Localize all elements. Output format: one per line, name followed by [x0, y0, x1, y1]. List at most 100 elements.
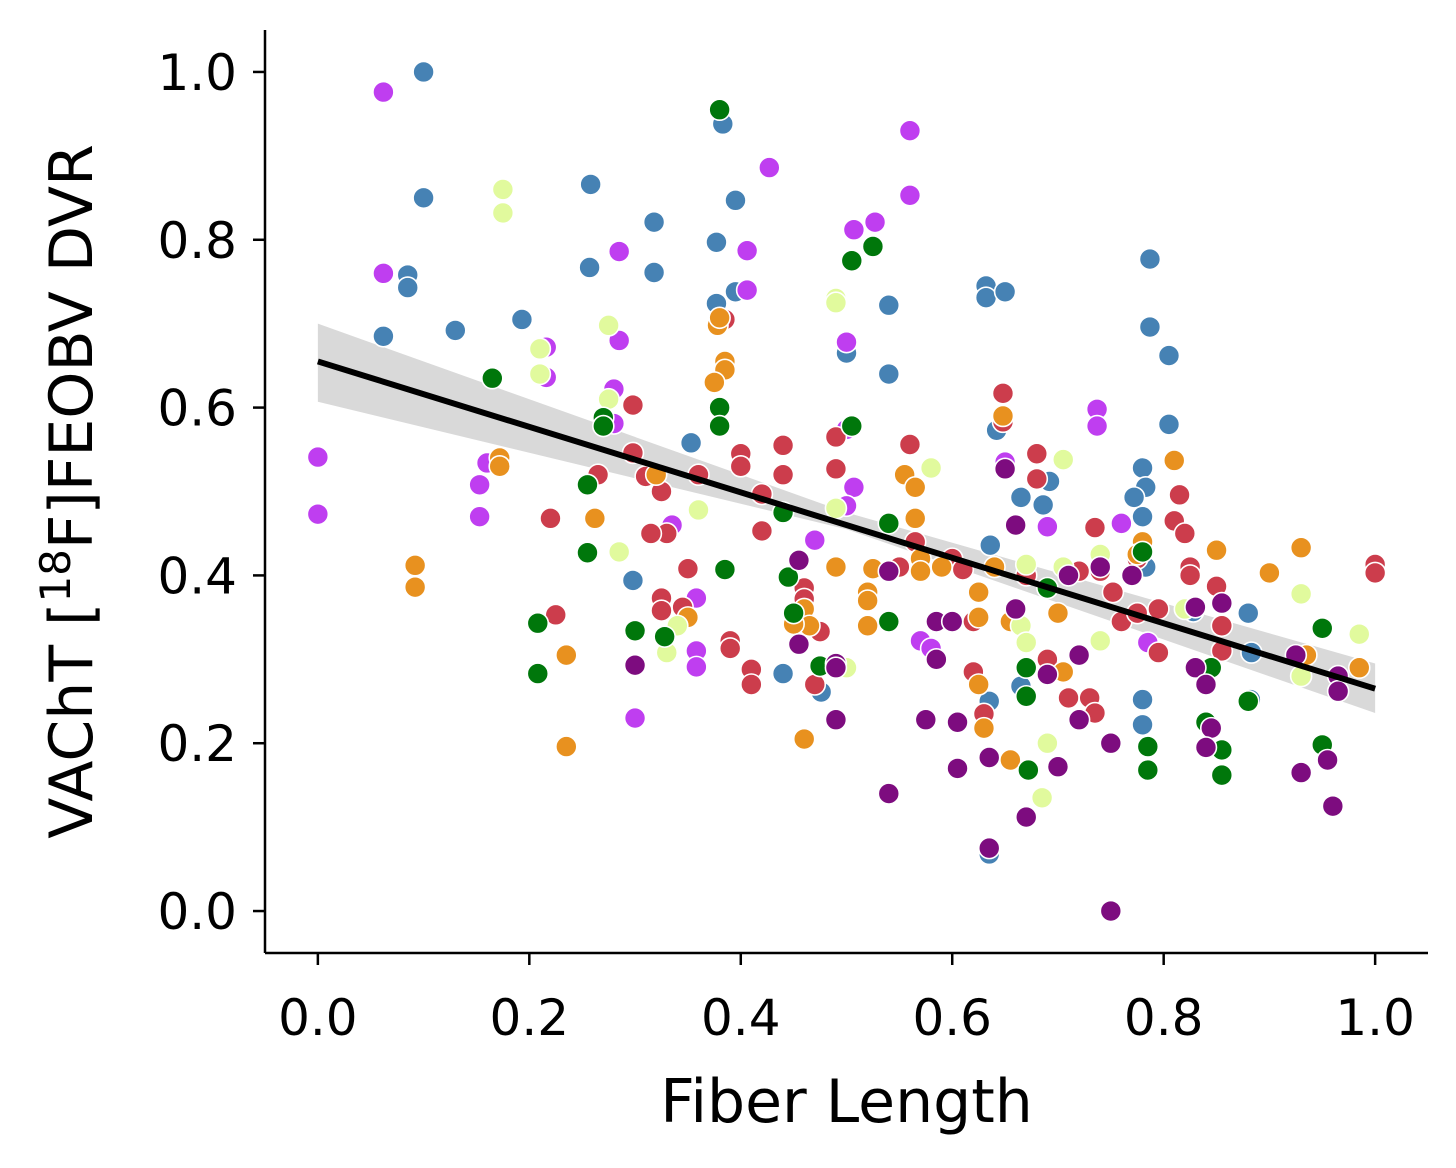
scatter-point	[583, 507, 607, 530]
scatter-point	[914, 708, 938, 732]
scatter-point	[993, 280, 1017, 304]
scatter-point	[1067, 708, 1091, 732]
scatter-point	[372, 324, 395, 348]
y-tick-label: 0.6	[157, 380, 237, 438]
y-axis-title-after: F]FEOBV DVR	[37, 144, 107, 549]
scatter-point	[718, 637, 742, 660]
scatter-point	[919, 456, 943, 480]
scatter-point	[978, 533, 1002, 557]
scatter-point	[1025, 467, 1049, 491]
scatter-point	[1194, 736, 1218, 759]
scatter-point	[1085, 414, 1109, 438]
scatter-point	[623, 706, 647, 730]
scatter-point	[1101, 580, 1125, 604]
scatter-point	[771, 662, 795, 685]
scatter-point	[1136, 758, 1160, 782]
scatter-point	[977, 836, 1001, 860]
scatter-point	[526, 662, 550, 685]
scatter-point	[488, 455, 512, 478]
scatter-point	[1194, 673, 1218, 696]
scatter-point	[898, 119, 922, 142]
scatter-point	[861, 235, 885, 258]
y-axis-title: VAChT [18F]FEOBV DVR	[31, 144, 107, 839]
scatter-point	[877, 362, 901, 386]
scatter-point	[1131, 713, 1154, 737]
scatter-point	[621, 569, 645, 592]
scatter-point	[1289, 582, 1313, 606]
scatter-point	[705, 230, 728, 254]
scatter-point	[1147, 641, 1170, 664]
x-tick-label: 0.8	[1124, 989, 1204, 1047]
scatter-point	[771, 434, 795, 457]
scatter-point	[1057, 564, 1080, 587]
scatter-point	[787, 549, 811, 572]
scatter-point	[1099, 731, 1123, 755]
scatter-point	[639, 522, 663, 545]
x-axis-title: Fiber Length	[660, 1067, 1033, 1137]
scatter-point	[412, 186, 435, 210]
scatter-point	[576, 473, 599, 497]
scatter-point	[481, 366, 504, 390]
scatter-point	[824, 457, 848, 481]
scatter-point	[396, 276, 420, 299]
scatter-point	[792, 727, 816, 751]
scatter-point	[468, 473, 491, 497]
scatter-point	[1036, 515, 1059, 539]
scatter-point	[491, 178, 515, 201]
scatter-point	[877, 559, 901, 583]
scatter-point	[1236, 689, 1260, 713]
y-tick-label: 0.8	[157, 212, 237, 270]
scatter-point	[1157, 413, 1181, 436]
scatter-point	[642, 261, 666, 284]
data-points	[306, 60, 1387, 923]
scatter-point	[1138, 315, 1162, 339]
scatter-point	[642, 210, 666, 234]
scatter-point	[1014, 553, 1038, 576]
scatter-point	[623, 619, 647, 643]
scatter-point	[555, 735, 578, 758]
scatter-point	[909, 559, 932, 583]
y-tick-label: 0.2	[157, 715, 237, 773]
scatter-point	[824, 496, 848, 520]
scatter-point	[685, 655, 708, 679]
scatter-point	[903, 507, 927, 530]
scatter-point	[1310, 616, 1334, 640]
scatter-point	[1326, 679, 1350, 703]
scatter-point	[623, 653, 647, 677]
scatter-point	[898, 433, 922, 456]
scatter-point	[679, 431, 703, 455]
scatter-point	[946, 757, 969, 780]
scatter-point	[1162, 449, 1186, 472]
scatter-point	[835, 330, 858, 354]
scatter-point	[777, 565, 800, 589]
scatter-point	[758, 156, 781, 179]
scatter-point	[803, 528, 827, 552]
scatter-point	[1168, 483, 1191, 507]
scatter-point	[1025, 442, 1049, 466]
x-tick-label: 0.6	[912, 989, 992, 1047]
x-tick-label: 0.0	[278, 989, 358, 1047]
scatter-point	[863, 210, 887, 234]
scatter-point	[650, 599, 673, 622]
scatter-point	[1210, 763, 1234, 787]
scatter-point	[803, 673, 827, 696]
scatter-point	[1205, 538, 1228, 562]
scatter-point	[1131, 456, 1154, 480]
scatter-point	[1289, 761, 1313, 784]
scatter-point	[306, 445, 330, 469]
scatter-point	[824, 555, 848, 579]
scatter-point	[1017, 758, 1040, 782]
scatter-point	[597, 387, 620, 411]
scatter-point	[977, 746, 1001, 769]
scatter-point	[1258, 561, 1281, 585]
scatter-point	[412, 60, 435, 84]
scatter-point	[1099, 899, 1123, 923]
scatter-point	[607, 240, 631, 263]
scatter-point	[1122, 486, 1146, 509]
scatter-point	[1347, 656, 1371, 680]
scatter-point	[1157, 344, 1181, 367]
scatter-point	[967, 673, 990, 696]
scatter-point	[1173, 522, 1197, 545]
scatter-point	[1036, 663, 1059, 686]
scatter-point	[1131, 505, 1154, 528]
